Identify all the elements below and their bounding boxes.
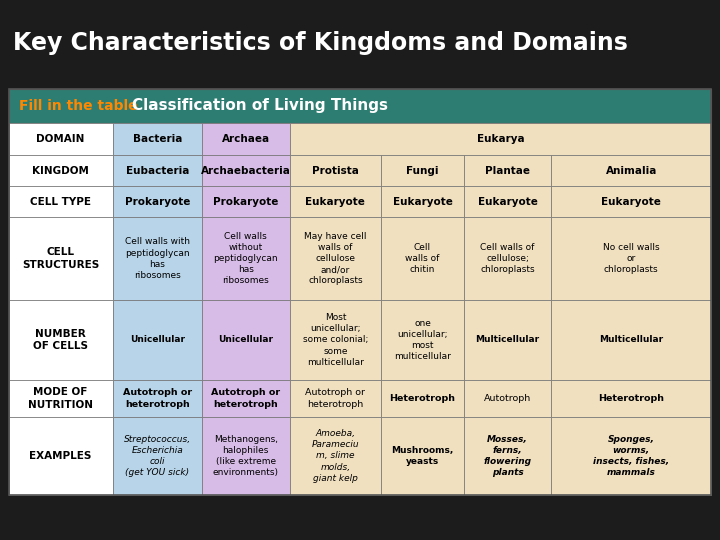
Text: May have cell
walls of
cellulose
and/or
chloroplasts: May have cell walls of cellulose and/or …	[304, 232, 366, 285]
Text: NUMBER
OF CELLS: NUMBER OF CELLS	[33, 329, 88, 351]
Bar	[112, 218, 202, 300]
Text: Sponges,
worms,
insects, fishes,
mammals: Sponges, worms, insects, fishes, mammals	[593, 435, 670, 477]
Bar	[289, 218, 381, 300]
Bar	[551, 186, 711, 218]
Bar	[289, 186, 381, 218]
Bar	[202, 123, 289, 155]
Bar	[112, 155, 202, 186]
Text: Autotroph or
heterotroph: Autotroph or heterotroph	[211, 388, 280, 409]
Text: Most
unicellular;
some colonial;
some
multicellular: Most unicellular; some colonial; some mu…	[302, 313, 368, 367]
Bar	[112, 186, 202, 218]
Text: Eukaryote: Eukaryote	[392, 197, 452, 207]
Text: Eukaryote: Eukaryote	[601, 197, 661, 207]
Bar	[289, 123, 711, 155]
Bar	[551, 380, 711, 417]
Text: CELL
STRUCTURES: CELL STRUCTURES	[22, 247, 99, 270]
Bar	[381, 218, 464, 300]
Bar	[112, 380, 202, 417]
Bar	[289, 417, 381, 495]
Bar	[112, 417, 202, 495]
Bar	[289, 155, 381, 186]
Text: Archaea: Archaea	[222, 134, 270, 144]
Bar	[381, 186, 464, 218]
Bar	[9, 218, 112, 300]
Text: CELL TYPE: CELL TYPE	[30, 197, 91, 207]
Text: Fungi: Fungi	[406, 166, 438, 176]
Bar	[381, 417, 464, 495]
Text: Bacteria: Bacteria	[132, 134, 182, 144]
Text: Heterotroph: Heterotroph	[598, 394, 665, 403]
Bar	[381, 155, 464, 186]
Text: Unicellular: Unicellular	[130, 335, 185, 345]
Text: Autotroph or
heterotroph: Autotroph or heterotroph	[305, 388, 366, 409]
Bar	[464, 186, 551, 218]
Text: Classification of Living Things: Classification of Living Things	[132, 98, 387, 113]
Text: Prokaryote: Prokaryote	[213, 197, 279, 207]
Text: Eukarya: Eukarya	[477, 134, 524, 144]
Bar	[464, 300, 551, 380]
Bar	[9, 155, 112, 186]
Bar	[112, 123, 202, 155]
Text: Eubacteria: Eubacteria	[125, 166, 189, 176]
Text: Heterotroph: Heterotroph	[390, 394, 456, 403]
Bar	[289, 300, 381, 380]
Bar	[551, 300, 711, 380]
Text: Autotroph: Autotroph	[484, 394, 531, 403]
Text: Cell walls
without
peptidoglycan
has
ribosomes: Cell walls without peptidoglycan has rib…	[214, 232, 278, 285]
Bar	[381, 380, 464, 417]
Bar	[9, 89, 711, 123]
Text: Mosses,
ferns,
flowering
plants: Mosses, ferns, flowering plants	[484, 435, 531, 477]
Bar	[9, 186, 112, 218]
Text: Multicellular: Multicellular	[599, 335, 663, 345]
Bar	[9, 380, 112, 417]
Text: Autotroph or
heterotroph: Autotroph or heterotroph	[122, 388, 192, 409]
Bar	[551, 417, 711, 495]
Text: Methanogens,
halophiles
(like extreme
environments): Methanogens, halophiles (like extreme en…	[213, 435, 279, 477]
Bar	[9, 123, 112, 155]
Text: Mushrooms,
yeasts: Mushrooms, yeasts	[392, 446, 454, 466]
Text: KINGDOM: KINGDOM	[32, 166, 89, 176]
Text: Eukaryote: Eukaryote	[477, 197, 538, 207]
Bar	[202, 300, 289, 380]
Text: Multicellular: Multicellular	[475, 335, 539, 345]
Bar	[381, 300, 464, 380]
Text: MODE OF
NUTRITION: MODE OF NUTRITION	[28, 387, 93, 410]
Text: Eukaryote: Eukaryote	[305, 197, 365, 207]
Bar	[464, 218, 551, 300]
Text: Prokaryote: Prokaryote	[125, 197, 190, 207]
Text: Plantae: Plantae	[485, 166, 530, 176]
Bar	[289, 380, 381, 417]
Text: Cell
walls of
chitin: Cell walls of chitin	[405, 243, 440, 274]
Bar	[551, 218, 711, 300]
Bar	[202, 380, 289, 417]
Bar	[202, 417, 289, 495]
Bar	[464, 417, 551, 495]
Text: Amoeba,
Parameciu
m, slime
molds,
giant kelp: Amoeba, Parameciu m, slime molds, giant …	[312, 429, 359, 483]
Text: Streptococcus,
Escherichia
coli
(get YOU sick): Streptococcus, Escherichia coli (get YOU…	[124, 435, 191, 477]
Text: Key Characteristics of Kingdoms and Domains: Key Characteristics of Kingdoms and Doma…	[13, 31, 628, 55]
Text: Cell walls of
cellulose;
chloroplasts: Cell walls of cellulose; chloroplasts	[480, 243, 535, 274]
Text: Animalia: Animalia	[606, 166, 657, 176]
Text: EXAMPLES: EXAMPLES	[30, 451, 92, 461]
Bar	[464, 155, 551, 186]
Text: one
unicellular;
most
multicellular: one unicellular; most multicellular	[394, 319, 451, 361]
Text: Fill in the table: Fill in the table	[19, 99, 138, 113]
Bar	[202, 218, 289, 300]
Bar	[112, 300, 202, 380]
Text: DOMAIN: DOMAIN	[37, 134, 85, 144]
Text: Cell walls with
peptidoglycan
has
ribosomes: Cell walls with peptidoglycan has riboso…	[125, 238, 190, 280]
Bar	[464, 380, 551, 417]
Text: Archaebacteria: Archaebacteria	[201, 166, 291, 176]
Bar	[551, 155, 711, 186]
Text: Protista: Protista	[312, 166, 359, 176]
Bar	[202, 186, 289, 218]
Bar	[9, 300, 112, 380]
Bar	[202, 155, 289, 186]
Bar	[9, 417, 112, 495]
Text: No cell walls
or
chloroplasts: No cell walls or chloroplasts	[603, 243, 660, 274]
Text: Unicellular: Unicellular	[218, 335, 274, 345]
